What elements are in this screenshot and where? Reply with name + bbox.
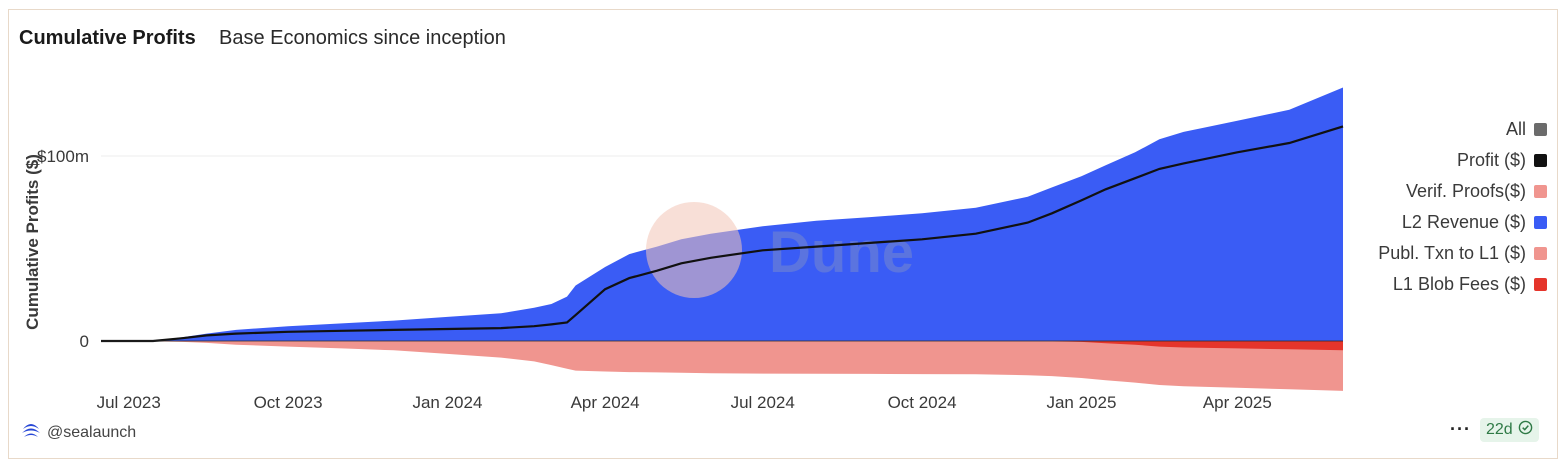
chart-plot: Dune 0 $100m Jul 2023 Oct 2023 Jan 2024 Apr 2…: [23, 87, 1344, 412]
legend-label: L1 Blob Fees ($): [1392, 274, 1526, 294]
sealaunch-logo-icon: [21, 421, 41, 444]
check-circle-icon: [1518, 420, 1533, 440]
chart-title: Cumulative Profits: [19, 27, 196, 49]
x-tick-label: Jan 2024: [412, 393, 482, 412]
series-area-l2-revenue: [101, 87, 1343, 341]
series-area-l1-blob-fees: [101, 341, 1343, 351]
legend-item[interactable]: Verif. Proofs($): [1287, 176, 1547, 207]
watermark-text: Dune: [769, 220, 914, 285]
chart-subtitle: Base Economics since inception: [219, 27, 506, 49]
legend-label: Verif. Proofs($): [1405, 181, 1526, 201]
legend-swatch: [1534, 278, 1547, 291]
chart-card: Cumulative Profits Base Economics since …: [8, 9, 1558, 459]
legend-item[interactable]: All: [1287, 114, 1547, 145]
legend-swatch: [1534, 216, 1547, 229]
x-tick-label: Jul 2023: [97, 393, 161, 412]
y-tick-label: 0: [80, 332, 89, 351]
legend-swatch: [1534, 185, 1547, 198]
legend-swatch: [1534, 123, 1547, 136]
series-line-profit: [101, 125, 1344, 343]
watermark-logo: [646, 202, 742, 298]
legend-item[interactable]: Profit ($): [1287, 145, 1547, 176]
legend-item[interactable]: L1 Blob Fees ($): [1287, 269, 1547, 300]
y-tick-label: $100m: [37, 147, 89, 166]
legend-label: L2 Revenue ($): [1401, 212, 1526, 232]
x-tick-label: Apr 2025: [1203, 393, 1272, 412]
legend-item[interactable]: L2 Revenue ($): [1287, 207, 1547, 238]
author-handle: @sealaunch: [47, 423, 137, 441]
x-tick-label: Apr 2024: [571, 393, 640, 412]
refresh-age-badge[interactable]: 22d: [1480, 418, 1539, 442]
author[interactable]: @sealaunch: [21, 421, 136, 444]
x-tick-label: Oct 2023: [254, 393, 323, 412]
x-tick-label: Oct 2024: [888, 393, 957, 412]
legend-swatch: [1534, 154, 1547, 167]
legend-label: Profit ($): [1456, 150, 1526, 170]
legend-swatch: [1534, 247, 1547, 260]
legend-item[interactable]: Publ. Txn to L1 ($): [1287, 238, 1547, 269]
x-tick-label: Jul 2024: [731, 393, 795, 412]
legend-label: Publ. Txn to L1 ($): [1378, 243, 1526, 263]
legend-label: All: [1505, 119, 1526, 139]
more-options-button[interactable]: ···: [1450, 419, 1471, 439]
age-label: 22d: [1486, 421, 1513, 438]
legend: All Profit ($) Verif. Proofs($) L2 Revenue …: [1287, 114, 1547, 300]
x-tick-label: Jan 2025: [1046, 393, 1116, 412]
y-axis-label: Cumulative Profits ($): [23, 154, 42, 330]
series-area-publ-txn: [101, 341, 1343, 391]
